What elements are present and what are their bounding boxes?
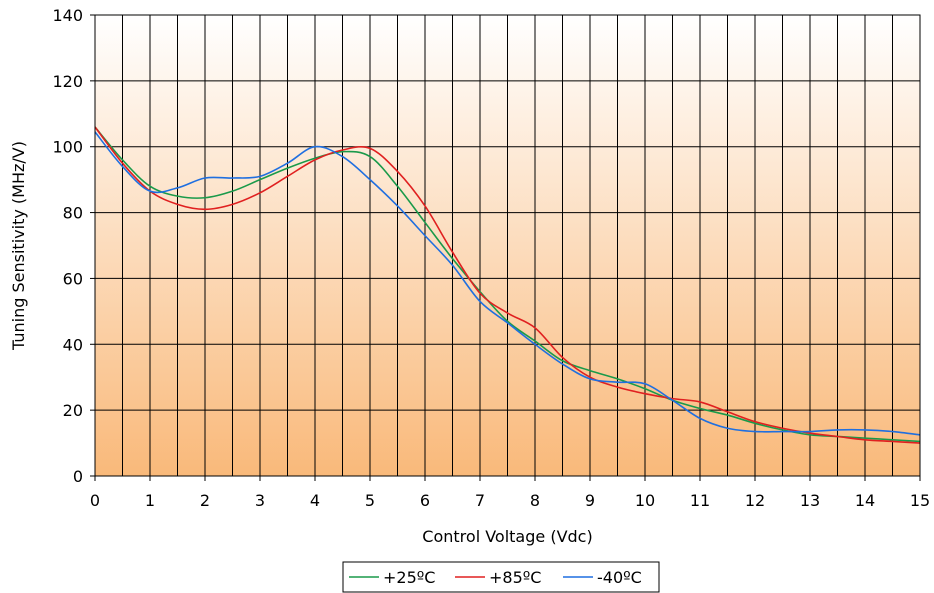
legend: +25ºC +85ºC -40ºC (342, 561, 660, 593)
x-tick-label: 9 (585, 491, 595, 510)
y-tick-label: 100 (52, 138, 83, 157)
x-tick-label: 3 (255, 491, 265, 510)
y-tick-labels: 0 20 40 60 80 100 120 140 (52, 6, 95, 486)
x-tick-label: 1 (145, 491, 155, 510)
y-tick-label: 20 (63, 401, 83, 420)
x-tick-label: 5 (365, 491, 375, 510)
x-axis-title: Control Voltage (Vdc) (422, 527, 592, 546)
x-tick-label: 14 (855, 491, 875, 510)
x-tick-label: 7 (475, 491, 485, 510)
series-layer (94, 126, 921, 444)
series-line-minus40c (94, 131, 921, 436)
y-tick-label: 40 (63, 335, 83, 354)
x-tick-label: 13 (800, 491, 820, 510)
x-tick-label: 8 (530, 491, 540, 510)
x-tick-label: 4 (310, 491, 320, 510)
y-axis-title: Tuning Sensitivity (MHz/V) (9, 141, 28, 351)
y-tick-label: 80 (63, 204, 83, 223)
series-line-plus25c (94, 126, 921, 443)
series-line-plus85c (94, 126, 921, 444)
x-tick-label: 15 (910, 491, 930, 510)
x-tick-label: 10 (635, 491, 655, 510)
legend-label: -40ºC (597, 568, 642, 587)
legend-label: +25ºC (383, 568, 435, 587)
y-tick-label: 140 (52, 6, 83, 25)
x-tick-label: 11 (690, 491, 710, 510)
legend-box (342, 561, 660, 593)
x-tick-label: 12 (745, 491, 765, 510)
legend-label: +85ºC (489, 568, 541, 587)
grid-lines (95, 15, 920, 476)
x-tick-label: 0 (90, 491, 100, 510)
y-tick-label: 0 (73, 467, 83, 486)
y-tick-label: 60 (63, 269, 83, 288)
plot-frame (94, 14, 921, 477)
x-tick-labels: 0 1 2 3 4 5 6 7 8 9 10 11 12 13 14 15 (90, 476, 930, 510)
y-tick-label: 120 (52, 72, 83, 91)
x-tick-label: 2 (200, 491, 210, 510)
x-tick-label: 6 (420, 491, 430, 510)
